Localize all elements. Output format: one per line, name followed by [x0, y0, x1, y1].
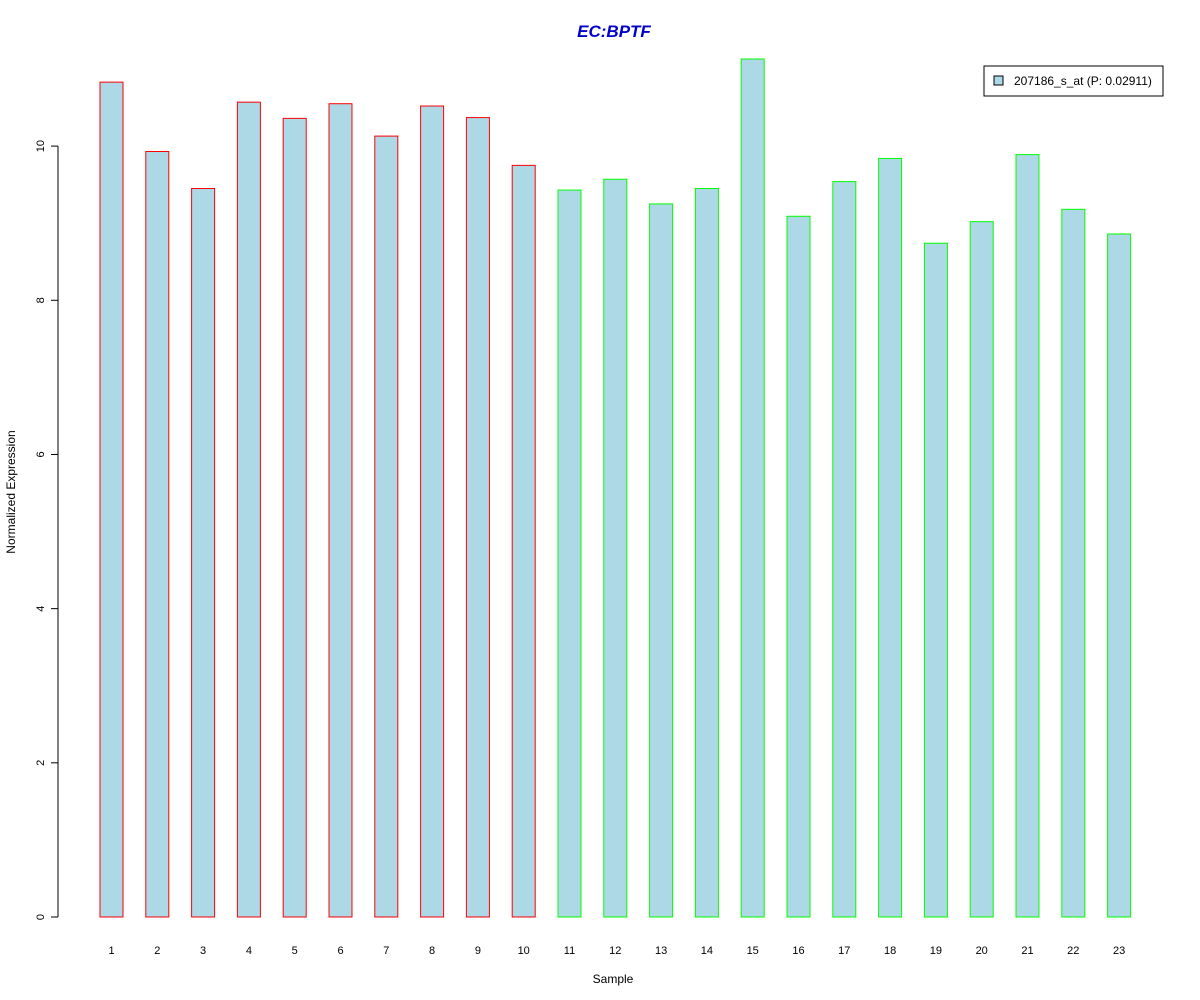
chart-title: EC:BPTF	[577, 22, 651, 41]
bar-sample-17	[832, 181, 857, 918]
bar-sample-7	[374, 135, 399, 918]
x-tick-label: 23	[1113, 945, 1125, 957]
bar-sample-11	[557, 189, 582, 918]
x-tick-label: 18	[884, 945, 896, 957]
bar-sample-9	[465, 117, 490, 918]
bar-sample-19	[923, 242, 948, 918]
x-tick-label: 22	[1067, 945, 1079, 957]
x-tick-label: 11	[564, 945, 575, 957]
x-tick-label: 16	[792, 945, 804, 957]
x-tick-label: 9	[475, 945, 481, 957]
x-tick-label: 13	[655, 945, 667, 957]
bar-sample-4	[236, 101, 261, 918]
x-tick-label: 12	[609, 945, 621, 957]
y-tick-label: 4	[35, 606, 47, 612]
legend-swatch	[993, 75, 1004, 86]
legend: 207186_s_at (P: 0.02911)	[983, 65, 1164, 97]
bar-sample-21	[1015, 154, 1040, 918]
x-tick-label: 6	[337, 945, 343, 957]
x-tick-label: 21	[1021, 945, 1033, 957]
bar-sample-22	[1061, 208, 1086, 918]
bar-sample-20	[969, 221, 994, 918]
bar-sample-1	[99, 81, 124, 918]
x-tick-label: 2	[154, 945, 160, 957]
bar-sample-12	[603, 178, 628, 918]
x-tick-label: 14	[701, 945, 713, 957]
bar-sample-2	[145, 151, 170, 918]
bar-sample-23	[1107, 233, 1132, 918]
y-tick-label: 6	[35, 451, 47, 457]
x-tick-label: 19	[930, 945, 942, 957]
bar-sample-6	[328, 103, 353, 918]
bar-sample-3	[191, 188, 216, 918]
x-tick-label: 1	[108, 945, 114, 957]
bar-sample-10	[511, 164, 536, 918]
y-tick-label: 2	[35, 760, 47, 766]
x-axis-label: Sample	[593, 972, 634, 986]
bar-sample-8	[420, 105, 445, 918]
bar-sample-5	[282, 117, 307, 918]
y-tick-label: 10	[35, 140, 47, 152]
x-tick-label: 5	[292, 945, 298, 957]
y-axis-label: Normalized Expression	[4, 430, 18, 553]
x-tick-label: 3	[200, 945, 206, 957]
y-tick-label: 0	[35, 914, 47, 920]
bar-sample-14	[694, 188, 719, 918]
x-tick-label: 10	[518, 945, 530, 957]
bar-sample-18	[878, 157, 903, 918]
x-tick-label: 7	[383, 945, 389, 957]
bar-sample-15	[740, 58, 765, 918]
bar-sample-16	[786, 215, 811, 918]
legend-box	[983, 65, 1164, 97]
bar-sample-13	[649, 203, 674, 918]
legend-entry-label: 207186_s_at (P: 0.02911)	[1014, 74, 1152, 88]
bars-group	[99, 58, 1132, 918]
x-tick-label: 4	[246, 945, 252, 957]
x-tick-label: 8	[429, 945, 435, 957]
y-tick-label: 8	[35, 297, 47, 303]
x-tick-labels: 1 2 3 4 5 6 7 8 9 10 11 12 13 14 15 16 17 18 19 20 21 22 23	[108, 945, 1125, 957]
y-axis: 0 2 4 6 8 10	[35, 140, 59, 920]
x-tick-label: 17	[838, 945, 850, 957]
x-tick-label: 15	[747, 945, 759, 957]
x-tick-label: 20	[976, 945, 988, 957]
